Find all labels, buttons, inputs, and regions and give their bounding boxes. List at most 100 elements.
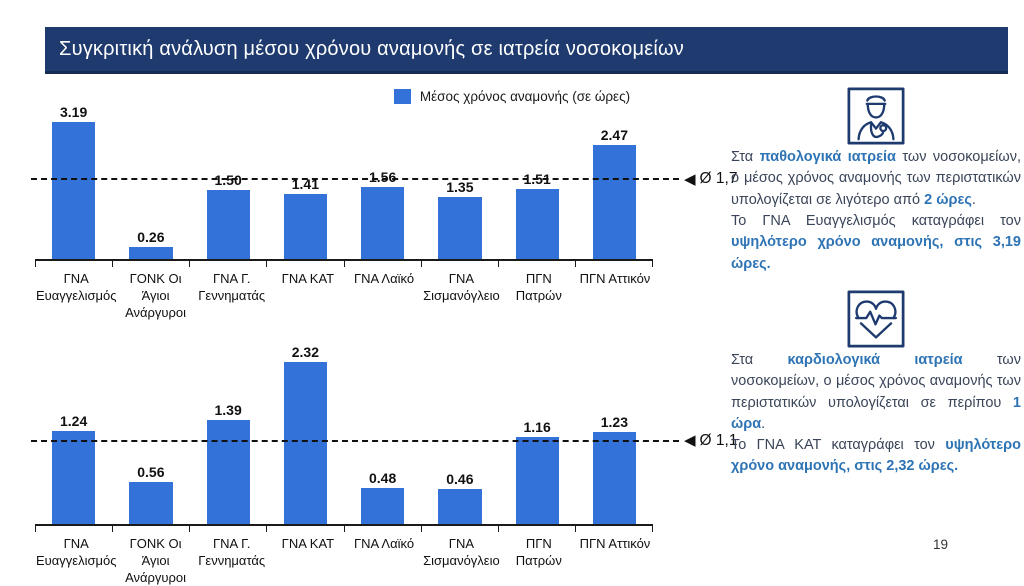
category-label: ΓΝΑ ΚΑΤ bbox=[281, 536, 335, 551]
insight-paragraph-pathology-summary: Στα παθολογικά ιατρεία των νοσοκομείων, … bbox=[731, 147, 1021, 211]
average-line: ◀ Ø 1,7 bbox=[31, 170, 737, 187]
bar-group: 1.41 bbox=[267, 104, 344, 259]
bar-value-label: 1.35 bbox=[446, 179, 474, 195]
bar bbox=[438, 489, 482, 524]
bar-value-label: 1.24 bbox=[60, 413, 88, 429]
bar-group: 1.51 bbox=[499, 104, 576, 259]
average-value-label: Ø 1,1 bbox=[699, 431, 738, 449]
axis-ticks bbox=[35, 261, 653, 267]
category-label: ΓΝΑ ΚΑΤ bbox=[281, 271, 335, 286]
category-label: ΓΝΑ Σισμανόγλειο bbox=[423, 536, 500, 569]
insight-panel: Στα παθολογικά ιατρεία των νοσοκομείων, … bbox=[731, 85, 1021, 478]
axis-tick bbox=[35, 526, 114, 532]
body-text: Το ΓΝΑ ΚΑΤ καταγράφει τον bbox=[731, 437, 946, 454]
category-label: ΠΓΝ Αττικόν bbox=[579, 536, 651, 551]
highlighted-text: υψηλότερο χρόνο αναμονής, στις 3,19 ώρες… bbox=[731, 234, 1021, 272]
average-line: ◀ Ø 1,1 bbox=[31, 432, 737, 449]
bar-group: 3.19 bbox=[35, 104, 112, 259]
bar bbox=[283, 194, 327, 259]
slide-title-bar: Συγκριτική ανάλυση μέσου χρόνου αναμονής… bbox=[45, 27, 1008, 74]
axis-tick bbox=[499, 261, 576, 267]
page-title: Συγκριτική ανάλυση μέσου χρόνου αναμονής… bbox=[59, 37, 685, 60]
bar-group: 1.24 bbox=[35, 344, 112, 524]
axis-tick bbox=[499, 526, 576, 532]
highlighted-text: υψηλότερο χρόνο αναμονής, στις 2,32 ώρες… bbox=[731, 437, 1021, 475]
bar-group: 1.56 bbox=[344, 104, 421, 259]
body-text: Στα bbox=[731, 149, 760, 165]
insight-paragraph-cardiology-highest: Το ΓΝΑ ΚΑΤ καταγράφει τον υψηλότερο χρόν… bbox=[731, 435, 1021, 478]
category-label: ΠΓΝ Αττικόν bbox=[579, 271, 651, 286]
category-label: ΓΝΑ Γ. Γεννηματάς bbox=[198, 536, 266, 569]
body-text: Το ΓΝΑ Ευαγγελισμός καταγράφει τον bbox=[731, 212, 1021, 229]
highlighted-text: καρδιολογικά ιατρεία bbox=[787, 351, 963, 368]
bar bbox=[361, 187, 405, 259]
bar bbox=[438, 197, 482, 259]
category-label: ΓΟΝΚ Οι Άγιοι Ανάργυροι bbox=[125, 536, 187, 586]
category-label: ΓΝΑ Γ. Γεννηματάς bbox=[198, 271, 266, 304]
category-label: ΓΟΝΚ Οι Άγιοι Ανάργυροι bbox=[125, 271, 187, 321]
category-label: ΓΝΑ Ευαγγελισμός bbox=[36, 536, 117, 569]
heart-pulse-icon bbox=[847, 290, 905, 348]
cardiology-wait-time-chart: 1.24 0.56 1.39 2.32 0.48 0.46 1.16 1.23 ◀ Ø 1,1 Γ… bbox=[31, 344, 737, 586]
triangle-left-icon: ◀ bbox=[684, 432, 696, 449]
bar-value-label: 1.39 bbox=[214, 402, 242, 418]
bar-value-label: 3.19 bbox=[60, 104, 88, 120]
legend-label: Μέσος χρόνος αναμονής (σε ώρες) bbox=[419, 89, 631, 104]
bar-value-label: 0.26 bbox=[137, 229, 165, 245]
chart-legend: Μέσος χρόνος αναμονής (σε ώρες) bbox=[0, 89, 1024, 104]
category-label: ΓΝΑ Λαϊκό bbox=[354, 536, 415, 551]
bar bbox=[52, 122, 96, 259]
body-text: των νοσοκομείων, ο μέσος χρόνος αναμονής… bbox=[731, 149, 1021, 208]
bar-value-label: 1.23 bbox=[600, 414, 628, 430]
axis-tick bbox=[190, 526, 268, 532]
axis-tick bbox=[267, 526, 345, 532]
axis-tick bbox=[190, 261, 268, 267]
insight-paragraph-cardiology-summary: Στα καρδιολογικά ιατρεία των νοσοκομείων… bbox=[731, 350, 1021, 435]
bar-group: 0.48 bbox=[344, 344, 421, 524]
bar-value-label: 0.46 bbox=[446, 471, 474, 487]
body-text: Στα bbox=[731, 351, 788, 368]
category-label: ΓΝΑ Ευαγγελισμός bbox=[36, 271, 117, 304]
pathology-wait-time-chart: 3.19 0.26 1.50 1.41 1.56 1.35 1.51 2.47 ◀ Ø 1,7 Γ… bbox=[31, 104, 737, 321]
bar-group: 2.47 bbox=[576, 104, 653, 259]
highlighted-text: 1 ώρα bbox=[731, 394, 1021, 432]
average-value-label: Ø 1,7 bbox=[699, 170, 738, 188]
average-marker: ◀ Ø 1,7 bbox=[684, 170, 737, 188]
axis-tick bbox=[422, 526, 499, 532]
bar bbox=[129, 482, 173, 524]
bar bbox=[515, 189, 559, 259]
bar bbox=[515, 437, 559, 524]
bar-value-label: 0.48 bbox=[369, 470, 397, 486]
bar-group: 1.35 bbox=[421, 104, 498, 259]
bar-group: 1.50 bbox=[190, 104, 267, 259]
bar-group: 1.16 bbox=[499, 344, 576, 524]
bar-group: 1.39 bbox=[190, 344, 267, 524]
bar bbox=[206, 190, 250, 259]
axis-tick bbox=[576, 261, 653, 267]
bar bbox=[361, 488, 405, 524]
chart-plot-area: 3.19 0.26 1.50 1.41 1.56 1.35 1.51 2.47 ◀ Ø 1,7 bbox=[31, 104, 737, 261]
bar bbox=[206, 420, 250, 524]
bar bbox=[592, 432, 636, 524]
bar bbox=[52, 431, 96, 524]
legend-swatch-icon bbox=[393, 89, 411, 104]
body-text: . bbox=[971, 191, 976, 208]
insight-paragraph-pathology-highest: Το ΓΝΑ Ευαγγελισμός καταγράφει τον υψηλό… bbox=[731, 211, 1021, 275]
bar bbox=[592, 145, 636, 259]
axis-tick bbox=[267, 261, 345, 267]
axis-tick bbox=[345, 526, 422, 532]
category-axis-labels: ΓΝΑ Ευαγγελισμός ΓΟΝΚ Οι Άγιοι Ανάργυροι Γ… bbox=[35, 270, 653, 321]
axis-tick bbox=[576, 526, 653, 532]
page-number: 19 bbox=[932, 537, 948, 552]
bar-group: 0.26 bbox=[112, 104, 189, 259]
bar-group: 0.46 bbox=[421, 344, 498, 524]
chart-plot-area: 1.24 0.56 1.39 2.32 0.48 0.46 1.16 1.23 ◀ Ø 1,1 bbox=[31, 344, 737, 526]
category-axis-labels: ΓΝΑ Ευαγγελισμός ΓΟΝΚ Οι Άγιοι Ανάργυροι Γ… bbox=[35, 535, 653, 586]
bar-group: 0.56 bbox=[112, 344, 189, 524]
category-label: ΓΝΑ Λαϊκό bbox=[354, 271, 415, 286]
category-label: ΠΓΝ Πατρών bbox=[515, 271, 562, 304]
highlighted-text: παθολογικά ιατρεία bbox=[759, 149, 896, 165]
bar-value-label: 0.56 bbox=[137, 464, 165, 480]
axis-tick bbox=[113, 526, 191, 532]
axis-tick bbox=[113, 261, 191, 267]
